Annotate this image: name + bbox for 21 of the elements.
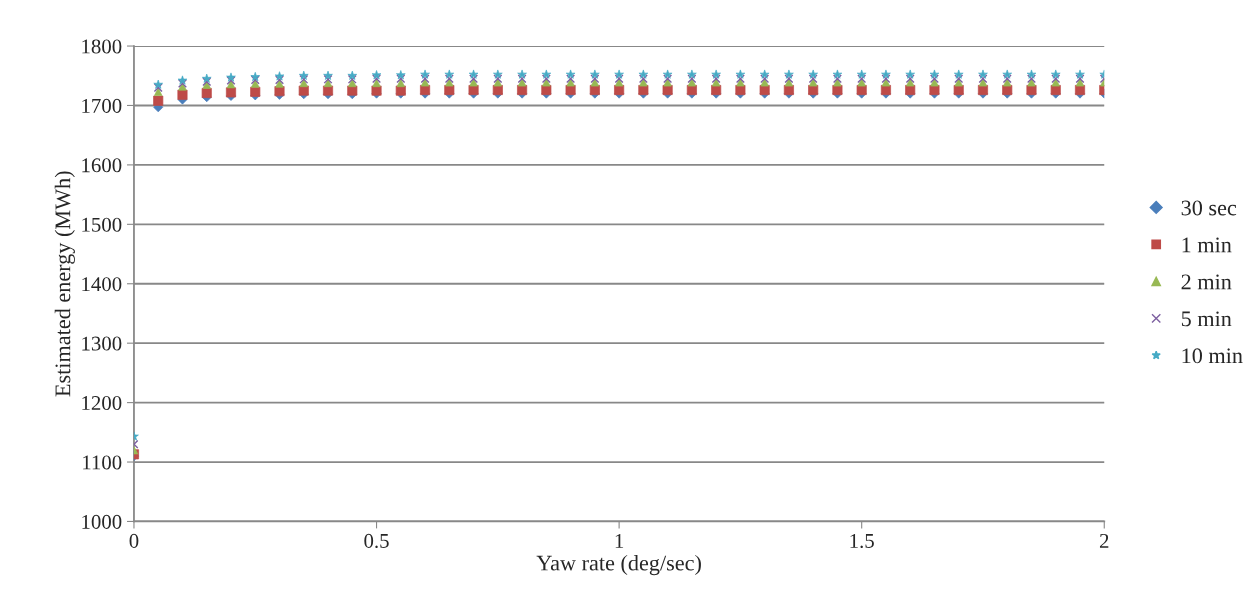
legend-label: 5 min (1181, 311, 1232, 327)
x-tick-label: 0.5 (364, 533, 389, 549)
y-tick-label: 1200 (82, 395, 122, 411)
x-tick-label: 0 (129, 533, 139, 548)
y-tick-label: 1400 (82, 277, 122, 292)
y-tick-label: 1800 (82, 39, 122, 54)
x-tick-label: 2 (1099, 533, 1109, 548)
x-tick-label: 1 (615, 533, 624, 548)
legend-label: 10 min (1182, 348, 1243, 364)
y-tick-label: 1300 (82, 336, 122, 351)
x-tick-label: 1.5 (850, 533, 874, 549)
legend-label: 1 min (1182, 237, 1232, 253)
x-axis-title: Yaw rate (deg/sec) (536, 554, 701, 576)
legend-label: 30 sec (1181, 200, 1237, 216)
y-tick-label: 1600 (82, 158, 122, 173)
y-tick-label: 1700 (82, 98, 122, 113)
y-axis-title: Estimated energy (MWh) (54, 171, 75, 397)
y-tick-label: 1000 (82, 514, 122, 529)
legend-label: 2 min (1181, 274, 1232, 290)
y-tick-label: 1100 (83, 455, 122, 470)
y-tick-label: 1500 (82, 217, 122, 232)
